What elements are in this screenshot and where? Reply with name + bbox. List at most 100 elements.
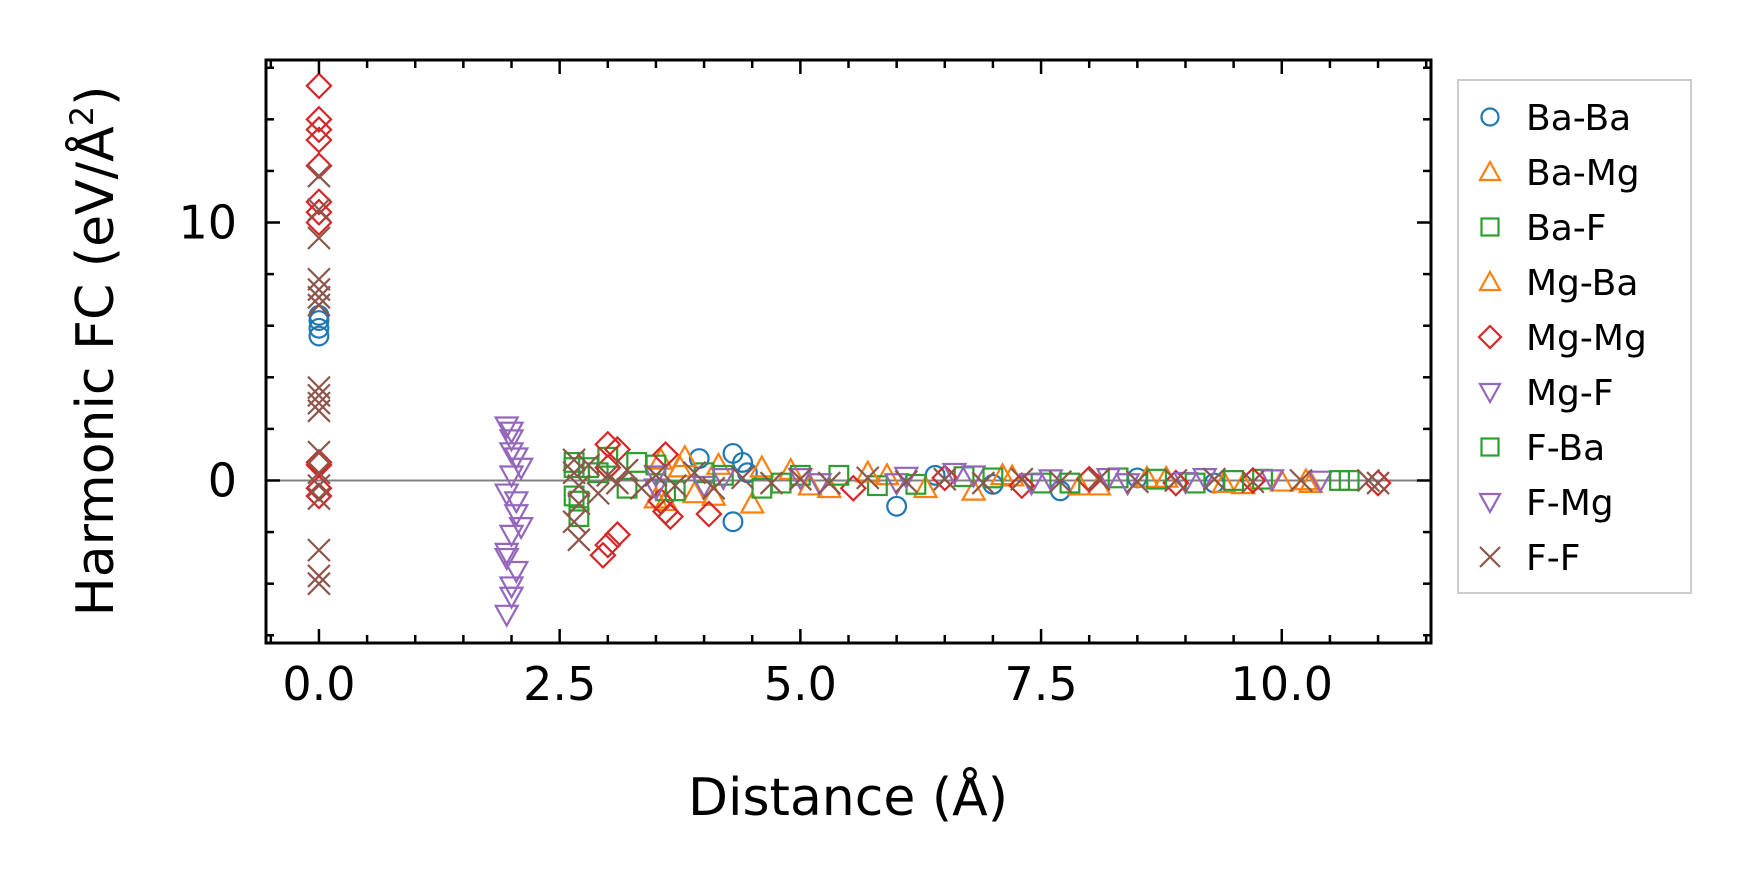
data-point — [643, 478, 669, 502]
data-point — [568, 490, 590, 512]
series-mg-mg — [305, 72, 1392, 569]
data-point — [656, 502, 685, 531]
legend-marker — [1479, 546, 1501, 568]
data-point — [562, 448, 586, 472]
legend-entry: Mg-Ba — [1478, 263, 1638, 304]
data-point — [663, 473, 687, 498]
data-point — [308, 317, 330, 339]
data-point — [503, 491, 530, 515]
data-point — [1202, 467, 1227, 491]
data-point — [682, 460, 707, 485]
legend-label: Ba-Mg — [1526, 153, 1640, 194]
data-point — [307, 571, 331, 596]
data-point — [605, 471, 630, 495]
data-point — [759, 471, 784, 495]
data-point — [508, 457, 535, 481]
data-point — [1230, 471, 1257, 495]
data-point — [1172, 471, 1199, 496]
legend-marker — [1477, 324, 1503, 350]
x-tick-label: 5.0 — [764, 657, 837, 711]
data-point — [562, 509, 586, 534]
data-point — [712, 464, 734, 486]
data-point — [710, 468, 737, 492]
data-point — [1366, 471, 1390, 495]
data-point — [883, 473, 910, 497]
data-point — [305, 105, 333, 133]
legend-label: F-Mg — [1526, 483, 1614, 524]
legend-label: Mg-Mg — [1526, 318, 1647, 359]
data-point — [866, 475, 888, 497]
data-point — [498, 586, 525, 610]
data-point — [307, 538, 331, 562]
data-point — [503, 560, 530, 585]
data-point — [701, 476, 726, 500]
data-point — [1241, 469, 1265, 494]
data-point — [596, 463, 620, 488]
data-point — [787, 468, 814, 492]
data-point — [739, 490, 766, 514]
legend-label: Ba-F — [1526, 208, 1606, 249]
data-point — [912, 474, 939, 499]
data-point — [493, 542, 520, 566]
legend-label: F-F — [1526, 538, 1580, 579]
data-point — [788, 467, 813, 491]
legend-marker — [1478, 492, 1502, 515]
data-point — [1114, 473, 1141, 497]
data-point — [498, 442, 525, 466]
data-point — [671, 444, 698, 468]
legend-marker — [1478, 159, 1502, 182]
data-point — [960, 477, 987, 501]
data-point — [498, 429, 525, 453]
series-f-mg — [493, 421, 1286, 610]
data-point — [1075, 465, 1103, 493]
legend-marker — [1480, 437, 1500, 457]
data-point — [695, 500, 723, 528]
data-points-layer — [305, 72, 1392, 628]
data-point — [982, 467, 1004, 489]
data-point — [1307, 470, 1334, 494]
data-point — [960, 465, 987, 489]
data-point — [562, 460, 586, 485]
x-tick-label: 7.5 — [1004, 657, 1077, 711]
data-point — [1037, 469, 1064, 493]
series-f-f — [307, 164, 1390, 596]
data-point — [307, 391, 331, 415]
data-point — [1162, 469, 1190, 497]
data-point — [626, 451, 648, 473]
data-point — [498, 421, 525, 445]
data-point — [732, 451, 754, 473]
data-point — [493, 547, 520, 572]
data-point — [567, 528, 591, 552]
tick-labels-layer: 0.0 2.5 5.0 7.5 10.0 0 10 — [178, 196, 1333, 711]
y-axis-label-superscript: 2 — [63, 106, 101, 126]
y-tick-label: 10 — [178, 196, 237, 250]
data-point — [1356, 468, 1381, 493]
x-tick-label: 2.5 — [523, 657, 596, 711]
data-point — [589, 541, 617, 569]
legend-entry: Ba-F — [1480, 208, 1606, 249]
data-point — [307, 460, 331, 485]
data-point — [905, 473, 927, 495]
legend-entry: F-F — [1479, 538, 1580, 579]
data-point — [498, 524, 525, 548]
legend-marker — [1480, 107, 1500, 127]
data-point — [1239, 466, 1267, 495]
data-point — [567, 473, 591, 498]
data-point — [594, 531, 622, 559]
data-point — [1125, 469, 1150, 494]
legend-entry: Mg-Mg — [1477, 318, 1647, 359]
data-point — [643, 465, 669, 489]
data-point — [307, 440, 331, 464]
data-point — [307, 197, 331, 222]
data-point — [933, 467, 957, 491]
x-axis-label: Distance (Å) — [688, 766, 1008, 828]
series-mg-f — [493, 416, 1334, 628]
legend-entry: Ba-Mg — [1478, 153, 1640, 194]
data-point — [1048, 469, 1073, 494]
data-point — [307, 473, 331, 498]
data-point — [305, 72, 333, 100]
data-point — [493, 416, 520, 440]
data-point — [894, 469, 919, 494]
x-tick-label: 10.0 — [1231, 657, 1333, 711]
data-point — [307, 285, 331, 310]
